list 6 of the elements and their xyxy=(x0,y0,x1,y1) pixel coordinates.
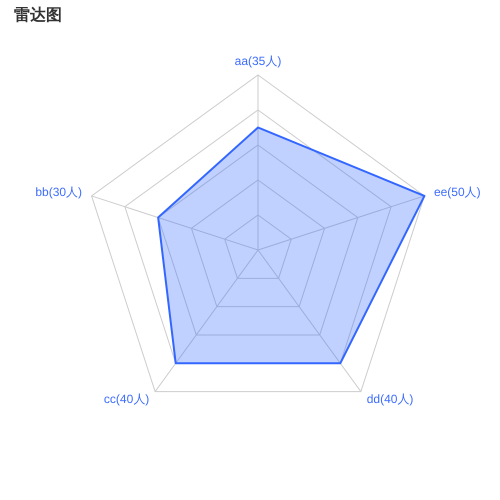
spoke-label: bb(30人) xyxy=(35,185,82,200)
spoke-label: aa(35人) xyxy=(234,54,282,68)
spoke-label: cc(40人) xyxy=(104,392,150,406)
title: 雷达图 xyxy=(14,7,62,24)
spoke-label: dd(40人) xyxy=(366,392,414,406)
spoke-label: ee(50人) xyxy=(434,185,481,200)
